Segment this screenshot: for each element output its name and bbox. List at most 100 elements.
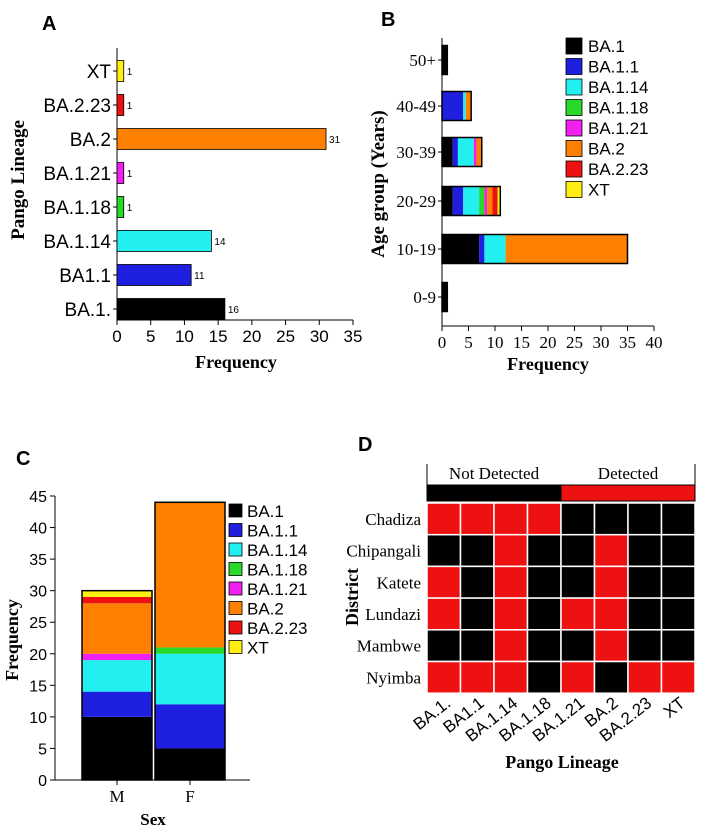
cell-katete-ba-1: [426, 565, 462, 599]
bar-ba1-1: [116, 264, 192, 286]
legend-label-ba-2-23: BA.2.23: [247, 619, 308, 638]
segment-20-29-ba-1: [442, 186, 453, 216]
cell-nyimba-ba-1-14: [493, 660, 529, 694]
cell-lundazi-ba-2: [593, 597, 629, 631]
cell-katete-ba-2: [593, 565, 629, 599]
bar-ba-1-14: [116, 230, 212, 252]
cell-chipangali-ba-1: [426, 533, 462, 568]
y-tick-label: 15: [29, 678, 47, 695]
cell-chipangali-ba-1-18: [526, 533, 562, 568]
segment-m-xt: [82, 590, 152, 597]
cell-chadiza-ba-2: [593, 502, 629, 536]
x-tick-label: 35: [619, 333, 636, 352]
legend-label-ba-1-18: BA.1.18: [247, 561, 308, 580]
data-label-ba-1-18: 1: [127, 203, 133, 214]
bar-outline-30-39: [441, 136, 483, 168]
y-tick-label: 0: [38, 773, 47, 790]
y-tick-label-ba-2-23: BA.2.23: [43, 96, 111, 117]
x-tick-label-f: F: [185, 787, 194, 806]
cell-katete-ba-1-14: [493, 565, 529, 599]
cell-chadiza-ba1-1: [459, 502, 495, 536]
bar-ba-1-21: [116, 162, 125, 184]
panel-a-lineage-frequency: 0 5 10 15 20 25 30 35 1 XT 1 BA.2.23 31 BA.2 1 BA.1.21 1…: [8, 48, 362, 372]
cell-lundazi-ba-1-18: [526, 597, 562, 631]
x-tick-label: 20: [242, 327, 261, 346]
segment-30-39-ba-2: [476, 137, 482, 167]
legend-swatch-ba-1-21: [228, 581, 243, 596]
segment-50-ba-1: [442, 45, 448, 75]
segment-30-39-ba-1-21: [473, 137, 477, 167]
legend-label-ba-1-14: BA.1.14: [247, 541, 308, 560]
panel-d-district-heatmap: Not Detected Detected Chadiza Chipangali Kat…: [342, 464, 696, 772]
data-label-ba-2: 31: [329, 135, 341, 146]
cell-lundazi-ba-1-21: [560, 597, 596, 631]
bar-outline-10-19: [441, 233, 629, 265]
row-label-nyimba: Nyimba: [366, 668, 421, 687]
x-axis-title: Sex: [140, 810, 166, 829]
y-tick-label-40-49: 40-49: [396, 97, 436, 116]
y-tick-label: 10: [29, 710, 47, 727]
segment-m-ba-1-14: [82, 660, 152, 692]
y-axis-title: Frequency: [2, 599, 22, 681]
cell-mambwe-ba-2: [593, 629, 629, 663]
legend-swatch-ba-1-1: [228, 523, 243, 537]
row-label-lundazi: Lundazi: [365, 605, 421, 624]
cell-mambwe-ba-1-14: [493, 629, 529, 663]
y-tick-label: 40: [29, 521, 47, 538]
x-tick-label: 5: [146, 327, 155, 346]
x-tick-label: 35: [344, 327, 363, 346]
legend-swatch-ba-1: [228, 503, 243, 518]
y-tick-label-xt: XT: [87, 62, 112, 83]
legend-label-ba-1: BA.1: [588, 37, 625, 56]
segment-f-ba-2: [155, 502, 225, 648]
cell-katete-ba-2-23: [627, 565, 663, 599]
data-label-ba-1-14: 14: [214, 237, 226, 248]
y-tick-label: 20: [29, 647, 47, 664]
x-tick-label: 10: [175, 327, 194, 346]
cell-katete-ba-1-18: [526, 565, 562, 599]
y-tick-label-50: 50+: [409, 51, 436, 70]
cell-mambwe-ba-2-23: [627, 629, 663, 663]
y-tick-label-ba1-1: BA1.1: [59, 266, 111, 287]
legend-swatch-ba-1-14: [565, 78, 583, 96]
panel-label-b: B: [381, 9, 395, 31]
segment-m-ba-1-1: [82, 691, 152, 717]
segment-30-39-ba-1: [442, 137, 453, 167]
cell-nyimba-ba-2: [593, 660, 629, 694]
legend-swatch-ba-1-18: [228, 562, 243, 576]
legend-swatch-xt: [565, 181, 583, 198]
x-axis-title: Frequency: [507, 354, 589, 374]
x-tick-label: 10: [487, 333, 504, 352]
y-tick-label-ba-1-18: BA.1.18: [43, 198, 111, 219]
legend-label-not-detected: Not Detected: [449, 464, 540, 483]
segment-f-ba-1-1: [155, 704, 225, 749]
cell-mambwe-ba1-1: [459, 629, 495, 663]
cell-katete-ba-1-21: [560, 565, 596, 599]
legend-label-ba-1-21: BA.1.21: [588, 119, 649, 138]
segment-10-19-ba-1: [442, 234, 480, 264]
segment-20-29-ba-1-1: [452, 186, 464, 216]
legend-bar-not-detected: [426, 484, 562, 502]
x-tick-label-m: M: [109, 787, 124, 806]
segment-10-19-ba-1-14: [484, 234, 506, 264]
segment-20-29-ba-2-23: [492, 186, 498, 216]
legend-swatch-ba-2: [228, 601, 243, 615]
data-label-ba-2-23: 1: [127, 101, 133, 112]
legend-label-ba-1-1: BA.1.1: [247, 522, 298, 541]
cell-lundazi-ba1-1: [459, 597, 495, 631]
legend-label-ba-1: BA.1: [247, 502, 284, 521]
cell-chipangali-xt: [660, 533, 696, 568]
data-label-ba1-1: 11: [194, 271, 205, 282]
bar-ba-1-18: [116, 196, 125, 218]
segment-40-49-ba-1-14: [463, 91, 466, 121]
cell-katete-xt: [660, 565, 696, 599]
y-tick-label-20-29: 20-29: [396, 192, 436, 211]
y-tick-label-ba-1-14: BA.1.14: [43, 232, 111, 253]
cell-chadiza-ba-2-23: [627, 502, 663, 536]
cell-chipangali-ba-2-23: [627, 533, 663, 568]
segment-m-ba-2: [82, 603, 152, 654]
bar-outline-50: [441, 44, 449, 76]
bar-outline-0-9: [441, 281, 449, 313]
